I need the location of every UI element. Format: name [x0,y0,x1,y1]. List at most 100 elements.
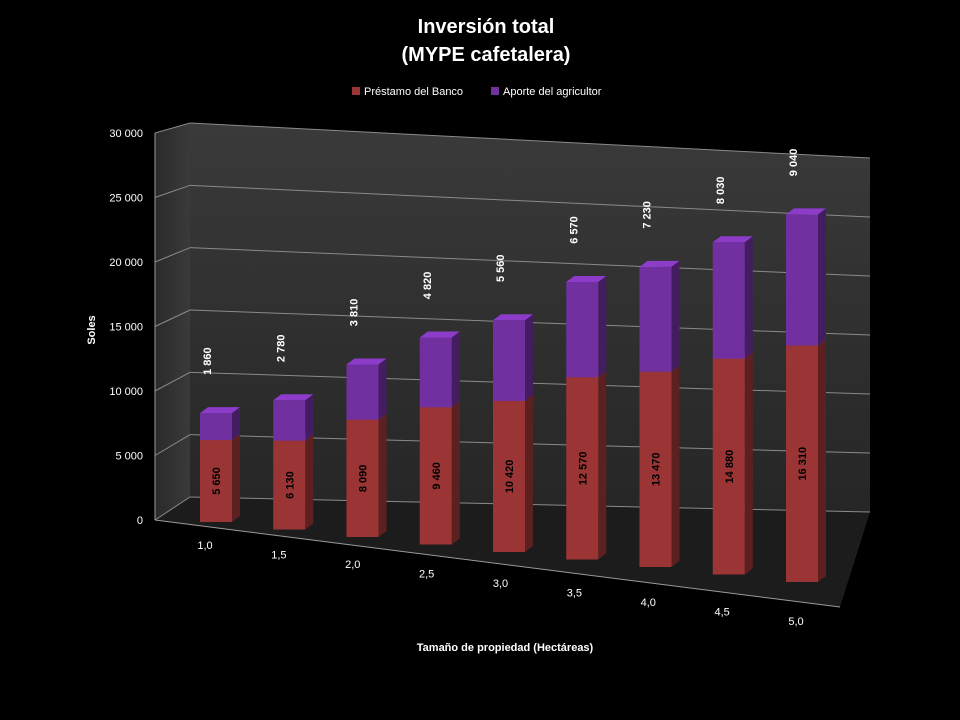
gridline-side [154,184,191,198]
x-tick-label: 1,0 [197,540,212,552]
bar-aporte-front [639,266,672,372]
y-tick-label: 0 [137,515,143,527]
bar-prestamo-side [744,352,753,575]
gridline-side [154,122,191,134]
bars: 5 650 1 860 6 130 2 780 8 090 3 810 9 460 4 820… [200,149,826,582]
bar-aporte-side [232,407,240,441]
x-axis-line [154,519,841,608]
bar-aporte [493,314,533,401]
legend: Préstamo del Banco Aporte del agricultor [352,86,602,98]
chart-title-line1: Inversión total [418,16,555,38]
y-axis-title: Soles [86,315,98,344]
bar-prestamo-side [818,339,826,582]
bar-aporte [712,236,753,359]
bar-prestamo-side [525,394,533,552]
bar-aporte-front [200,413,232,441]
bar-aporte-top [786,208,826,215]
bar-aporte-top [712,236,753,243]
gridline [189,247,871,277]
gridline-side [154,434,191,456]
data-label-aporte: 5 560 [495,255,507,283]
bar-prestamo [566,371,607,560]
data-label-aporte: 8 030 [715,177,727,205]
data-label-prestamo: 5 650 [211,467,223,495]
bar-aporte-front [786,214,818,346]
side-wall [155,123,190,520]
data-label-aporte: 9 040 [788,149,800,177]
x-tick-label: 2,5 [419,569,434,581]
legend-swatch-aporte [491,87,499,95]
bar-prestamo-front [273,440,306,530]
bar-prestamo [419,401,460,545]
bar-prestamo [786,339,826,582]
bar-aporte [273,394,314,441]
bar-prestamo-front [639,371,672,567]
bar-prestamo-front [786,345,818,582]
bar-aporte-top [419,331,460,338]
gridline-side [154,496,191,521]
data-label-aporte: 4 820 [422,272,434,300]
data-label-prestamo: 13 470 [651,453,663,487]
bar-prestamo-front [419,407,452,545]
bar-aporte-top [639,260,680,267]
x-axis-title: Tamaño de propiedad (Hectáreas) [417,642,594,654]
y-tick-label: 30 000 [109,128,143,140]
y-tick-label: 15 000 [109,322,143,334]
data-label-prestamo: 12 570 [577,452,589,486]
data-label-prestamo: 6 130 [284,471,296,499]
bar-prestamo-side [232,434,240,522]
bar-aporte-front [273,400,306,441]
bar-prestamo-side [451,401,460,545]
x-axis: 1,0 1,5 2,0 2,5 3,0 3,5 4,0 4,5 5,0 [197,540,803,628]
bar-aporte [639,260,680,372]
legend-label-aporte: Aporte del agricultor [503,86,602,98]
x-tick-label: 1,5 [271,550,286,562]
bar-aporte-top [200,407,240,414]
bar-prestamo [273,434,314,530]
legend-swatch-prestamo [352,87,360,95]
y-tick-label: 20 000 [109,257,143,269]
data-label-aporte: 6 570 [568,216,580,244]
bar-aporte-top [273,394,314,401]
bar-aporte-side [451,331,460,408]
x-tick-label: 2,0 [345,559,360,571]
bar-aporte [419,331,460,408]
bar-prestamo-front [712,358,745,575]
x-tick-label: 3,0 [493,578,508,590]
bar-prestamo [493,394,533,552]
chart-title-line2: (MYPE cafetalera) [402,44,571,66]
data-label-prestamo: 10 420 [504,460,516,494]
y-tick-label: 5 000 [115,451,143,463]
gridline-side [154,247,191,263]
bar-aporte-front [419,337,452,408]
bar-aporte-front [566,281,599,378]
bar-prestamo-side [378,413,387,537]
data-label-prestamo: 16 310 [797,447,809,481]
bar-aporte-side [818,208,826,346]
bar-aporte [346,358,387,420]
bar-prestamo-side [598,371,607,560]
bar-aporte-side [378,358,387,420]
bar-prestamo [200,434,240,522]
bar-aporte-front [346,364,379,420]
bar-aporte [566,275,607,378]
y-tick-label: 25 000 [109,193,143,205]
bar-prestamo-front [493,400,525,552]
bar-aporte-side [598,275,607,378]
legend-label-prestamo: Préstamo del Banco [364,86,463,98]
gridline [189,122,871,159]
bar-aporte [200,407,240,441]
x-tick-label: 4,0 [641,597,656,609]
data-label-prestamo: 9 460 [431,462,443,490]
data-label-aporte: 1 860 [202,347,214,375]
bar-prestamo-side [305,434,314,530]
gridline-side [154,309,191,327]
x-tick-label: 5,0 [788,616,803,628]
bar-aporte-top [566,275,607,282]
x-tick-label: 4,5 [714,607,729,619]
data-label-aporte: 2 780 [275,335,287,363]
bar-aporte-top [493,314,533,321]
data-label-prestamo: 14 880 [724,450,736,484]
bar-prestamo-front [566,377,599,560]
